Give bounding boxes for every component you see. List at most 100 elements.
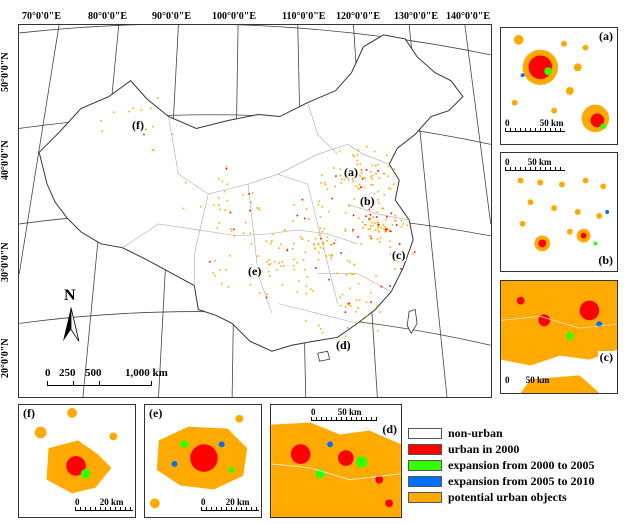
urban-speckle xyxy=(385,230,388,233)
urban-speckle xyxy=(151,149,154,152)
urban-speckle xyxy=(357,217,360,219)
urban-speckle xyxy=(400,225,403,228)
urban-speckle xyxy=(371,164,374,166)
inset-f-map xyxy=(34,407,118,494)
urban-speckle xyxy=(363,176,365,179)
urban-speckle xyxy=(360,169,363,171)
urban-speckle xyxy=(233,228,235,231)
urban-speckle xyxy=(298,280,300,282)
urban-speckle xyxy=(100,119,102,122)
urban-speckle xyxy=(344,230,347,232)
urban-speckle xyxy=(286,248,288,250)
urban-speckle xyxy=(128,110,130,113)
urban-speckle xyxy=(346,259,349,262)
urban-speckle xyxy=(348,261,351,263)
urban-speckle xyxy=(293,258,296,261)
urban-speckle xyxy=(348,205,350,208)
urban-speckle xyxy=(344,228,347,230)
urban-speckle xyxy=(328,254,331,257)
urban-speckle xyxy=(281,261,284,263)
urban-speckle xyxy=(371,177,373,180)
urban-speckle xyxy=(357,153,359,156)
urban-speckle xyxy=(250,201,253,204)
urban-speckle xyxy=(317,243,320,246)
urban-speckle xyxy=(329,244,332,246)
urban-speckle xyxy=(378,177,381,179)
urban-speckle xyxy=(314,247,317,250)
urban-speckle xyxy=(296,262,298,264)
urban-speckle xyxy=(230,230,233,232)
urban-speckle xyxy=(357,187,359,189)
legend-label: expansion from 2000 to 2005 xyxy=(448,457,595,472)
urban-speckle xyxy=(281,284,284,286)
urban-speckle xyxy=(344,311,347,313)
urban-speckle xyxy=(372,183,374,186)
urban-speckle xyxy=(356,163,359,166)
urban-speckle xyxy=(273,260,276,263)
urban-speckle xyxy=(358,183,361,186)
urban-speckle xyxy=(347,327,349,329)
urban-speckle xyxy=(385,154,388,157)
urban-speckle xyxy=(214,274,216,277)
urban-speckle xyxy=(321,331,324,334)
urban-speckle xyxy=(330,257,332,260)
urban-speckle xyxy=(249,232,252,235)
urban-speckle xyxy=(314,267,317,269)
urban-speckle xyxy=(339,296,342,299)
urban-speckle xyxy=(357,307,360,309)
urban-speckle xyxy=(144,128,147,131)
urban-speckle xyxy=(212,272,215,274)
urban-speckle xyxy=(394,220,397,223)
urban-speckle xyxy=(330,255,333,257)
urban-speckle xyxy=(266,293,268,295)
urban-speckle xyxy=(305,292,307,295)
legend-item-potential-urban: potential urban objects xyxy=(408,489,622,505)
urban-speckle xyxy=(217,204,220,206)
region-marker-d: (d) xyxy=(335,338,352,352)
scale-label-0: 0 xyxy=(45,367,51,379)
urban-speckle xyxy=(301,198,304,201)
urban-speckle xyxy=(321,205,324,208)
urban-speckle xyxy=(303,268,306,271)
urban-speckle xyxy=(369,225,372,227)
urban-speckle xyxy=(318,324,320,327)
north-arrow-icon xyxy=(63,307,80,342)
urban-speckle xyxy=(369,171,372,173)
urban-speckle xyxy=(184,181,187,184)
urban-speckle xyxy=(324,181,326,184)
urban-speckle xyxy=(182,207,185,210)
urban-speckle xyxy=(356,159,359,162)
urban-speckle xyxy=(217,177,220,180)
urban-speckle xyxy=(317,203,320,206)
urban-speckle xyxy=(344,211,347,214)
urban-speckle xyxy=(383,193,386,196)
urban-speckle xyxy=(347,302,349,305)
inset-e: (e) 0 20 km xyxy=(144,404,262,518)
inset-c-scale: 0 50 km xyxy=(505,375,550,385)
urban-speckle xyxy=(382,207,385,210)
inset-a-scale: 0 50 km xyxy=(505,118,565,132)
urban-speckle xyxy=(327,210,330,213)
inset-e-scale: 0 20 km xyxy=(201,497,259,511)
urban-speckle xyxy=(323,228,326,230)
urban-speckle xyxy=(279,243,282,246)
urban-speckle xyxy=(266,261,268,263)
urban-speckle xyxy=(305,320,307,322)
urban-speckle xyxy=(353,272,355,275)
urban-speckle xyxy=(340,182,342,184)
inset-f-label: (f) xyxy=(21,406,37,420)
urban-speckle xyxy=(321,230,323,233)
urban-speckle xyxy=(223,190,226,193)
urban-speckle xyxy=(292,220,294,222)
urban-speckle xyxy=(377,229,380,232)
urban-speckle xyxy=(379,237,382,239)
urban-speckle xyxy=(333,242,335,245)
legend-label: urban in 2000 xyxy=(448,441,520,456)
urban-speckle xyxy=(301,237,304,240)
urban-speckle xyxy=(370,175,372,178)
urban-speckle xyxy=(400,219,403,222)
lon-label-70: 70°0'0"E xyxy=(22,11,61,22)
urban-speckle xyxy=(251,192,254,194)
urban-speckle xyxy=(256,207,258,209)
urban-speckle xyxy=(400,268,402,270)
